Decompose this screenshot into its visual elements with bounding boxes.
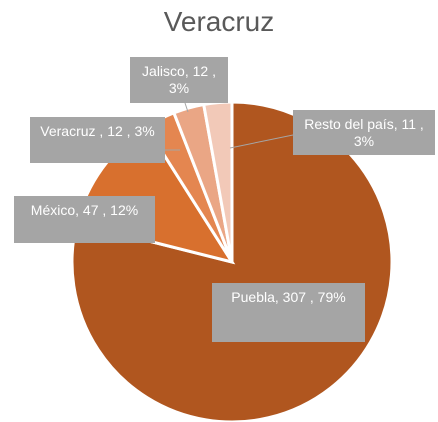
data-label: Jalisco, 12 , 3% xyxy=(130,57,228,103)
data-label: Veracruz , 12 , 3% xyxy=(30,117,165,163)
data-label: Resto del país, 11 , 3% xyxy=(293,110,435,155)
data-label: México, 47 , 12% xyxy=(14,196,155,243)
leader-line xyxy=(229,134,294,149)
data-label: Puebla, 307 , 79% xyxy=(212,283,365,342)
leader-line xyxy=(184,102,189,113)
chart-title: Veracruz xyxy=(163,6,275,37)
